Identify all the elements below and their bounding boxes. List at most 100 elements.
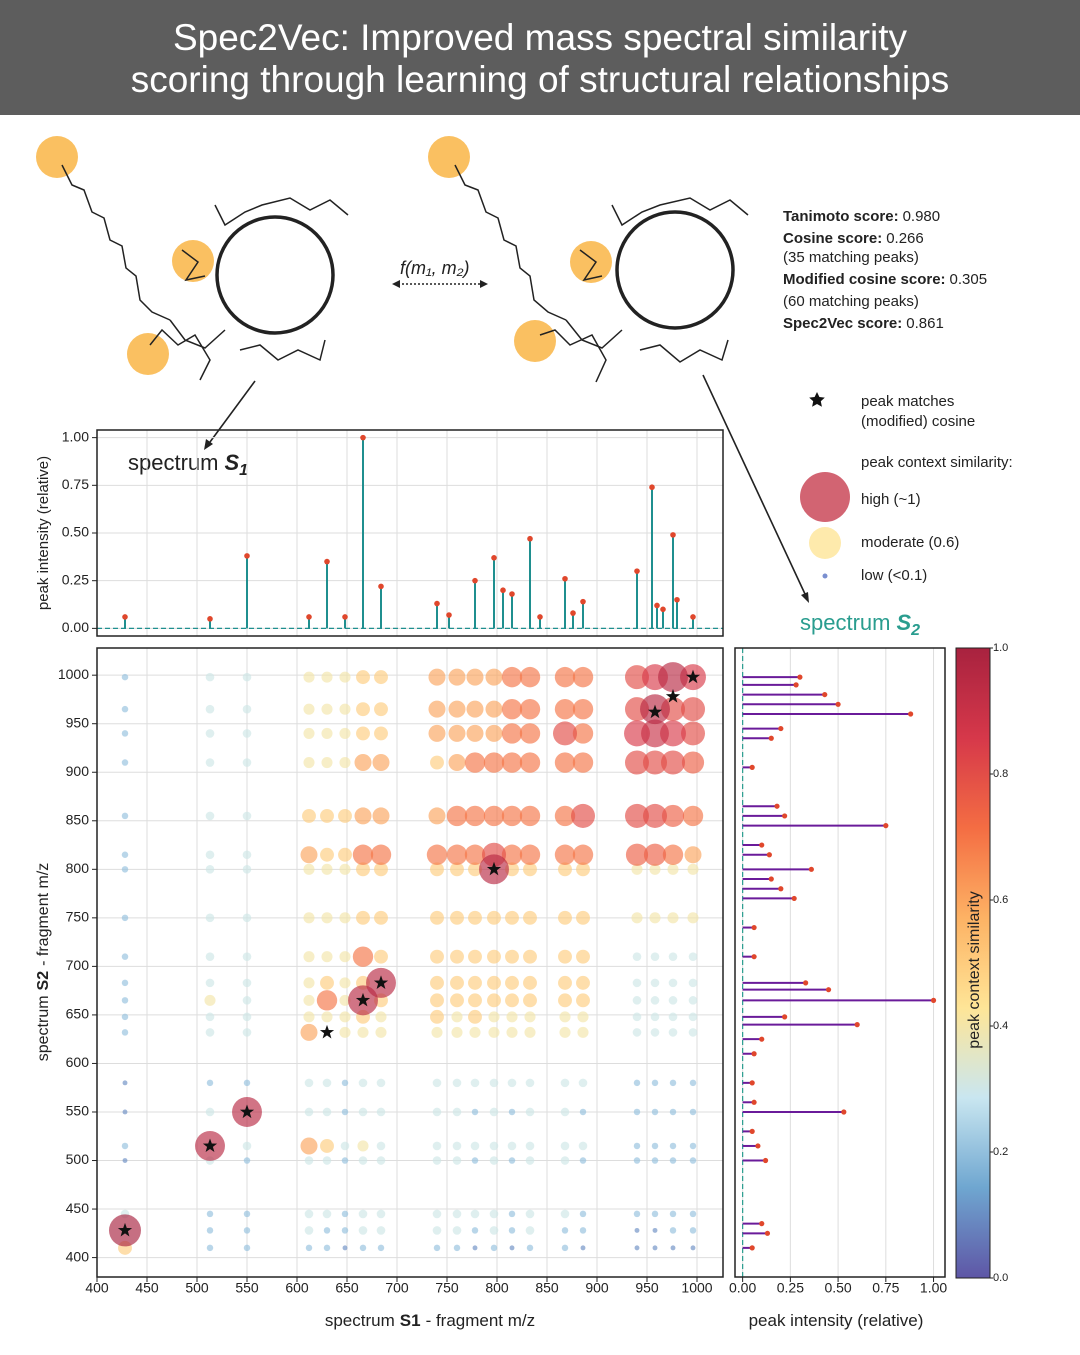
score-value: 0.980: [903, 208, 941, 225]
bubble: [470, 1209, 480, 1219]
bubble: [464, 752, 486, 773]
bubble: [354, 807, 372, 825]
bubble: [321, 863, 333, 875]
header: [0, 0, 1080, 115]
bubble: [572, 723, 594, 744]
bubble: [358, 1078, 368, 1088]
bubble: [430, 862, 444, 877]
stem-marker: [434, 600, 440, 607]
bubble: [320, 1139, 334, 1153]
x-tick-label: 0.50: [824, 1280, 851, 1296]
bubble: [242, 952, 252, 961]
bubble: [121, 953, 129, 960]
bubble: [304, 1078, 314, 1088]
bubble: [633, 1142, 641, 1150]
y-tick-label: 650: [66, 1006, 90, 1022]
bubble: [525, 1226, 535, 1235]
bubble: [316, 990, 338, 1011]
bubble: [452, 1078, 462, 1088]
stem-marker: [649, 484, 655, 491]
stem-marker: [841, 1109, 847, 1115]
bubble: [341, 1108, 349, 1116]
bubble: [558, 910, 572, 925]
molecule: [428, 136, 749, 383]
plot-frame: [734, 647, 946, 1278]
bubble: [352, 844, 374, 865]
bubble: [649, 912, 661, 924]
bubble: [572, 752, 594, 773]
bubble: [121, 1142, 129, 1150]
y-tick-label: 500: [66, 1151, 90, 1167]
bubble: [376, 1209, 386, 1219]
stem-marker: [749, 764, 755, 770]
score-value: 0.305: [950, 271, 988, 288]
bubble: [650, 996, 660, 1005]
bubble: [121, 759, 129, 766]
bubble: [430, 975, 444, 990]
bubble: [668, 996, 678, 1005]
bubble: [303, 756, 315, 769]
legend-text: (modified) cosine: [861, 413, 975, 430]
bubble: [472, 1245, 478, 1251]
bubble: [323, 1244, 331, 1252]
bubble: [576, 993, 590, 1008]
y-tick-label: 800: [66, 860, 90, 876]
bubble: [632, 952, 642, 961]
bubble: [560, 1141, 570, 1151]
legend-high: [800, 472, 850, 522]
stem-marker: [778, 725, 784, 732]
bubble: [506, 1026, 518, 1038]
bubble: [489, 1226, 499, 1235]
stem-marker: [751, 954, 757, 960]
bubble: [303, 912, 315, 924]
bubble: [205, 1028, 215, 1037]
bubble: [488, 1011, 500, 1023]
stem-marker: [690, 614, 696, 620]
bubble: [243, 1079, 251, 1087]
bubble: [489, 1156, 499, 1165]
bubble: [471, 1157, 479, 1164]
bubble: [357, 1026, 369, 1038]
stem-marker: [244, 553, 250, 559]
bubble: [508, 1157, 516, 1164]
y-axis-title: spectrum S2 - fragment m/z: [35, 863, 52, 1062]
bubble: [519, 723, 541, 744]
bubble: [426, 844, 448, 865]
bubble: [651, 1108, 659, 1116]
bubble: [624, 665, 650, 690]
bubble: [243, 1227, 251, 1234]
bubble: [304, 1226, 314, 1235]
bubble: [559, 1011, 571, 1023]
bubble: [578, 1141, 588, 1151]
function-label: f(m₁, m₂): [400, 258, 470, 278]
bubble: [468, 975, 482, 990]
score-label: Spec2Vec score:: [783, 315, 902, 332]
bubble: [688, 1028, 698, 1037]
bubble: [466, 668, 484, 686]
stem-marker: [207, 616, 213, 622]
bubble: [658, 662, 688, 693]
stem-marker: [768, 876, 774, 882]
bubble: [375, 1026, 387, 1038]
bubble: [452, 1107, 462, 1117]
bubble: [519, 844, 541, 865]
bubble: [631, 863, 643, 875]
bubble: [525, 1141, 535, 1151]
bubble: [300, 846, 318, 864]
bubble: [651, 1142, 659, 1150]
molecule: [36, 136, 349, 381]
bubble: [302, 808, 316, 823]
y-tick-label: 450: [66, 1200, 90, 1216]
bubble: [682, 805, 704, 827]
bubble: [501, 698, 523, 720]
bubble: [450, 993, 464, 1008]
score: Tanimoto score: 0.980: [783, 208, 940, 225]
bubble: [570, 803, 596, 828]
bubble: [242, 704, 252, 714]
stem-marker: [749, 1128, 755, 1134]
bubble: [432, 1156, 442, 1165]
bubble: [489, 1078, 499, 1088]
bubble: [242, 1028, 252, 1037]
stem-marker: [660, 606, 666, 613]
stem-marker: [674, 596, 680, 603]
